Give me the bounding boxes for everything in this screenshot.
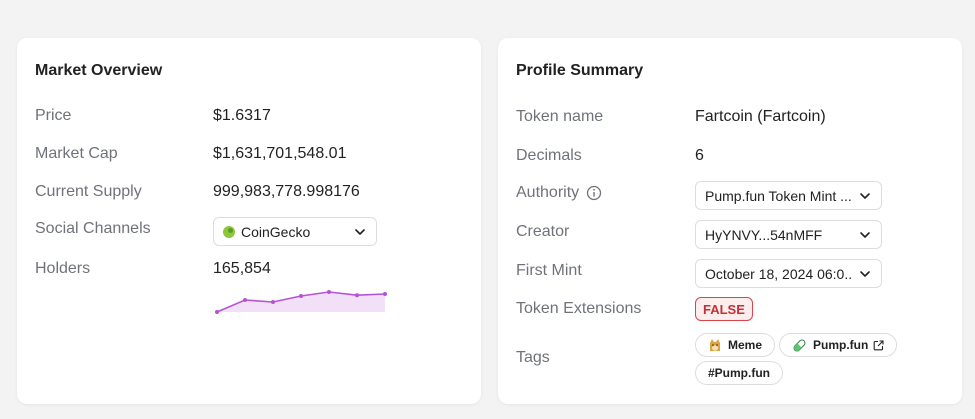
profile-summary-card: Profile Summary Token name Fartcoin (Far… xyxy=(498,38,962,404)
holders-row: Holders 165,854 xyxy=(35,257,463,281)
profile-summary-title: Profile Summary xyxy=(516,62,644,79)
chevron-down-icon xyxy=(860,270,870,277)
holders-sparkline xyxy=(215,290,387,314)
social-channels-row: Social Channels CoinGecko xyxy=(35,217,463,246)
tags-row: Tags xyxy=(516,346,944,370)
sparkline-point xyxy=(215,310,219,314)
decimals-row: Decimals 6 xyxy=(516,144,944,168)
pill-icon xyxy=(793,339,806,351)
price-value: $1.6317 xyxy=(213,107,271,124)
current-supply-row: Current Supply 999,983,778.998176 xyxy=(35,180,463,204)
chevron-down-icon xyxy=(355,228,365,235)
current-supply-value: 999,983,778.998176 xyxy=(213,183,360,200)
sparkline-point xyxy=(243,298,247,302)
current-supply-label: Current Supply xyxy=(35,183,142,200)
social-channels-selected: CoinGecko xyxy=(241,223,311,240)
info-icon[interactable] xyxy=(586,185,602,201)
creator-selected: HyYNVY...54nMFF xyxy=(705,226,823,243)
tags-label: Tags xyxy=(516,349,550,366)
holders-value: 165,854 xyxy=(213,260,271,277)
first-mint-row: First Mint October 18, 2024 06:0... xyxy=(516,259,944,288)
token-extensions-badge: FALSE xyxy=(695,297,753,321)
external-link-icon xyxy=(873,339,884,350)
price-label: Price xyxy=(35,107,72,124)
doge-icon xyxy=(710,339,720,351)
authority-label: Authority xyxy=(516,184,580,201)
authority-select[interactable]: Pump.fun Token Mint ... xyxy=(695,181,882,210)
sparkline-point xyxy=(355,293,359,298)
creator-label: Creator xyxy=(516,223,570,240)
first-mint-label: First Mint xyxy=(516,262,582,279)
authority-row: Authority Pump.fun Token Mint ... xyxy=(516,181,944,210)
token-extensions-row: Token Extensions FALSE xyxy=(516,297,944,321)
tag-hash-pump-fun[interactable]: #Pump.fun xyxy=(695,361,783,385)
sparkline-point xyxy=(299,294,303,298)
market-cap-value: $1,631,701,548.01 xyxy=(213,145,347,162)
social-channels-select[interactable]: CoinGecko xyxy=(213,217,377,246)
decimals-label: Decimals xyxy=(516,147,582,164)
coingecko-icon xyxy=(223,225,235,238)
tag-pump-fun[interactable]: Pump.fun xyxy=(779,333,898,357)
token-name-row: Token name Fartcoin (Fartcoin) xyxy=(516,105,944,129)
market-cap-label: Market Cap xyxy=(35,145,118,162)
token-name-value: Fartcoin (Fartcoin) xyxy=(695,108,826,125)
market-cap-row: Market Cap $1,631,701,548.01 xyxy=(35,142,463,166)
token-name-label: Token name xyxy=(516,108,604,125)
sparkline-point xyxy=(383,292,387,296)
tag-meme[interactable]: Meme xyxy=(695,333,776,357)
chevron-down-icon xyxy=(860,231,870,238)
creator-row: Creator HyYNVY...54nMFF xyxy=(516,220,944,249)
decimals-value: 6 xyxy=(695,147,704,164)
first-mint-selected: October 18, 2024 06:0... xyxy=(705,265,853,282)
market-overview-title: Market Overview xyxy=(35,62,163,79)
social-channels-label: Social Channels xyxy=(35,220,151,237)
tag-meme-label: Meme xyxy=(728,338,763,352)
tag-pump-fun-label: Pump.fun xyxy=(813,338,869,352)
tag-hash-pump-fun-label: #Pump.fun xyxy=(708,366,770,380)
chevron-down-icon xyxy=(860,192,870,199)
creator-select[interactable]: HyYNVY...54nMFF xyxy=(695,220,882,249)
sparkline-point xyxy=(271,300,275,304)
holders-label: Holders xyxy=(35,260,91,277)
sparkline-point xyxy=(327,290,331,294)
token-extensions-label: Token Extensions xyxy=(516,300,642,317)
authority-selected: Pump.fun Token Mint ... xyxy=(705,187,852,204)
market-overview-card: Market Overview Price $1.6317 Market Cap… xyxy=(17,38,481,404)
first-mint-select[interactable]: October 18, 2024 06:0... xyxy=(695,259,882,288)
price-row: Price $1.6317 xyxy=(35,104,463,128)
sparkline-area xyxy=(217,292,385,312)
